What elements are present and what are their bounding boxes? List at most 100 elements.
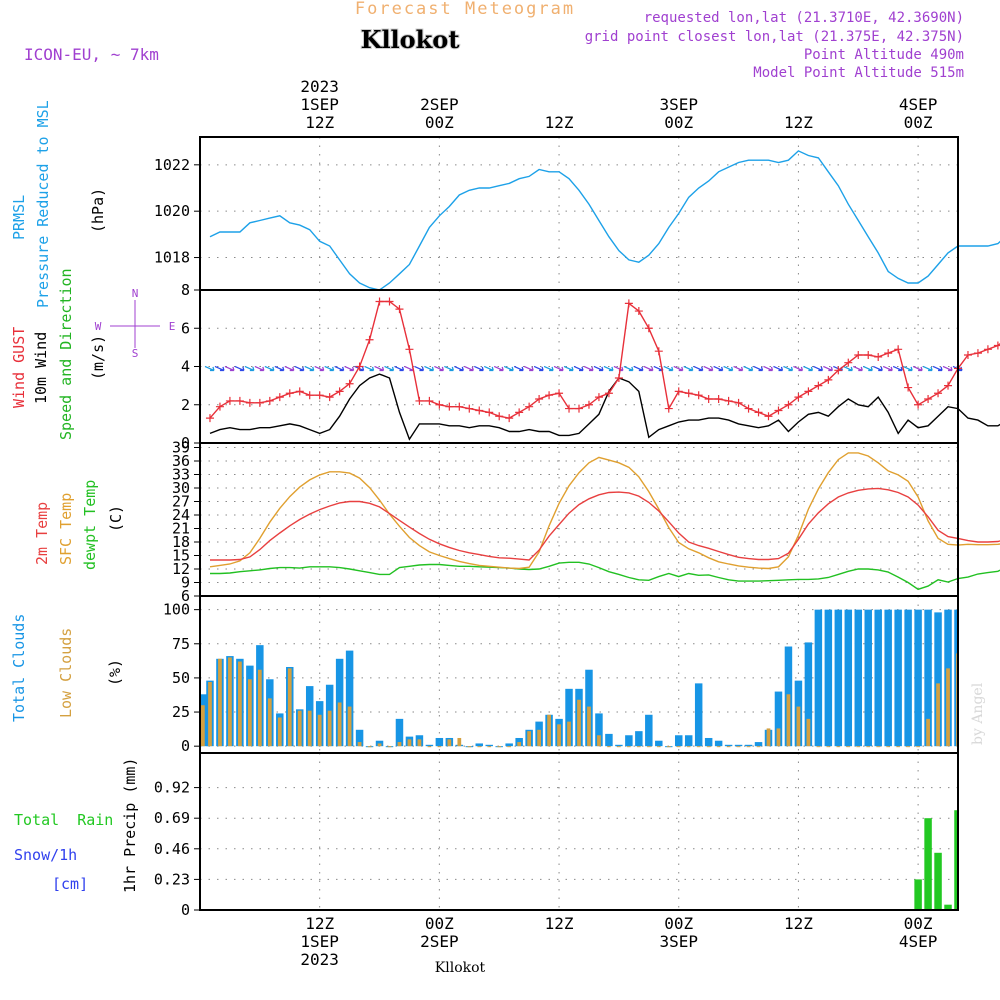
wind-direction-arrow: [912, 365, 923, 372]
prmsl-line: [209, 150, 1000, 291]
low-clouds-bar: [776, 728, 781, 747]
low-clouds-bar: [587, 706, 591, 747]
wind-direction-arrow: [284, 365, 295, 372]
prmsl-label: PRMSL: [10, 195, 28, 240]
total-clouds-bar: [625, 735, 633, 747]
wind-direction-arrow: [344, 365, 355, 372]
wind-gust-marker: [584, 400, 593, 409]
wind-gust-marker: [664, 404, 673, 413]
wind-direction-arrow: [473, 365, 484, 372]
wind-direction-arrow: [583, 365, 594, 372]
wind-gust-marker: [774, 406, 783, 415]
low-clouds-bar: [277, 717, 282, 747]
wind-direction-arrow: [723, 365, 734, 372]
total-clouds-bar: [565, 688, 573, 747]
10m-wind-label: 10m Wind: [32, 332, 50, 404]
wind-direction-arrow: [793, 365, 804, 372]
wind-gust-marker: [844, 358, 853, 367]
pressure-y-tick-label: 1018: [154, 249, 190, 267]
wind-direction-arrow: [404, 365, 415, 372]
total-clouds-bar: [605, 733, 613, 747]
top-time-label: 00Z: [904, 113, 933, 132]
compass-west-label: W: [95, 320, 102, 333]
wind-gust-marker: [744, 404, 753, 413]
wind-gust-marker: [604, 389, 613, 398]
dewpt-temp-label: dewpt Temp: [81, 480, 99, 570]
wind-gust-marker: [435, 400, 444, 409]
low-clouds-label: Low Clouds: [57, 628, 75, 718]
total-clouds-bar: [864, 609, 872, 747]
wind-gust-marker: [934, 389, 943, 398]
low-clouds-bar: [806, 718, 811, 747]
compass-north-label: N: [132, 287, 139, 300]
rain-bar: [934, 852, 942, 910]
pressure-panel-frame: [199, 136, 959, 291]
low-clouds-bar: [537, 729, 541, 747]
low-clouds-bar: [886, 746, 891, 748]
low-clouds-bar: [626, 746, 631, 748]
temp-unit: (C): [107, 505, 125, 532]
wind-gust-marker: [525, 402, 534, 411]
low-clouds-bar: [357, 742, 362, 747]
precip-y-tick-label: 0.46: [154, 840, 190, 858]
total-clouds-bar: [884, 609, 892, 747]
wind-direction-arrow: [783, 365, 794, 372]
compass-south-label: S: [132, 347, 139, 360]
wind-direction-arrow: [892, 365, 903, 372]
temp-y-tick-label: 36: [172, 452, 190, 470]
wind-gust-marker: [963, 351, 972, 360]
wind-direction-arrow: [414, 365, 425, 372]
total-clouds-bar: [774, 691, 783, 747]
wind-gust-marker: [634, 307, 643, 316]
wind-direction-arrow: [374, 365, 385, 372]
temp-y-tick-label: 33: [172, 466, 190, 484]
low-clouds-bar: [238, 661, 242, 747]
data-layer: [200, 150, 1000, 911]
wind-direction-arrow: [823, 365, 833, 372]
total-clouds-bar: [854, 609, 863, 747]
total-clouds-bar: [684, 735, 693, 747]
bottom-time-label: 2SEP: [420, 932, 459, 951]
top-time-label: 12Z: [784, 113, 813, 132]
wind-direction-arrow: [234, 365, 245, 372]
low-clouds-bar: [956, 653, 957, 747]
wind-direction-arrow: [733, 365, 744, 372]
wind-direction-arrow: [852, 365, 863, 372]
wind-direction-arrow: [503, 365, 514, 372]
low-clouds-bar: [796, 706, 801, 747]
bottom-time-label: 00Z: [425, 914, 454, 933]
wind-direction-arrow: [663, 365, 674, 372]
rain-bar: [944, 904, 952, 910]
clouds-y-tick-label: 50: [172, 669, 190, 687]
low-clouds-bar: [467, 746, 472, 748]
low-clouds-bar: [427, 746, 432, 748]
wind-gust-marker: [425, 396, 434, 405]
wind-gust-marker: [654, 347, 663, 356]
wind-direction-arrow: [274, 365, 285, 372]
low-clouds-bar: [208, 682, 212, 747]
total-clouds-bar: [714, 740, 723, 747]
total-clouds-bar: [505, 743, 513, 747]
grid-lines: [200, 137, 958, 910]
total-clouds-bar: [954, 609, 957, 747]
chart-title: Forecast Meteogram: [355, 0, 575, 19]
low-clouds-bar: [716, 746, 721, 748]
wind-gust-marker: [864, 351, 873, 360]
wind-direction-arrow: [204, 365, 215, 372]
wind-gust-marker: [824, 375, 833, 384]
sfc-temp-label: SFC Temp: [57, 493, 75, 565]
low-clouds-bar: [636, 746, 641, 748]
wind-gust-marker: [355, 362, 364, 371]
wind-direction-arrow: [304, 365, 315, 372]
wind-direction-arrow: [872, 365, 883, 372]
rain-bar: [924, 818, 932, 910]
wind-direction-arrow: [922, 365, 933, 372]
wind-gust-marker: [405, 345, 414, 354]
low-clouds-bar: [617, 746, 621, 748]
wind-gust-marker: [335, 387, 344, 396]
wind-direction-arrow: [294, 365, 305, 372]
wind-direction-arrow: [434, 365, 444, 372]
low-clouds-bar: [936, 683, 940, 747]
low-clouds-bar: [201, 705, 205, 747]
wind-gust-marker: [714, 395, 723, 404]
